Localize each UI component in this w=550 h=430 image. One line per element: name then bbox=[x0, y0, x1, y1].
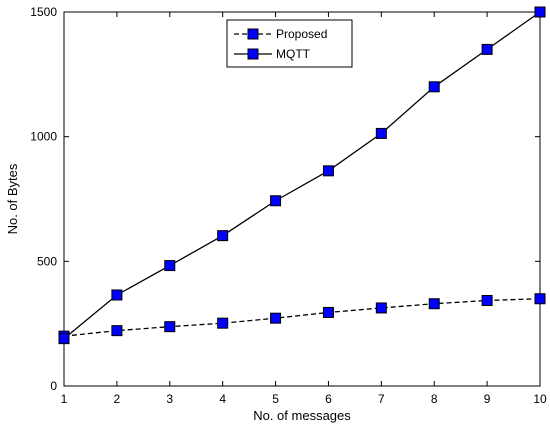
data-point-mqtt bbox=[428, 81, 440, 93]
data-point-mqtt bbox=[534, 6, 546, 18]
data-point-mqtt bbox=[164, 260, 176, 272]
legend-marker-proposed bbox=[247, 28, 259, 40]
data-point-mqtt bbox=[58, 333, 70, 345]
legend: Proposed MQTT bbox=[226, 19, 353, 68]
data-point-mqtt bbox=[481, 43, 493, 55]
data-point-proposed bbox=[322, 306, 334, 318]
x-tick-label: 4 bbox=[219, 392, 226, 406]
x-tick-label: 8 bbox=[431, 392, 438, 406]
legend-label-proposed: Proposed bbox=[276, 27, 327, 41]
data-point-mqtt bbox=[270, 195, 282, 207]
data-point-proposed bbox=[270, 312, 282, 324]
data-point-proposed bbox=[164, 321, 176, 333]
x-tick-label: 9 bbox=[484, 392, 491, 406]
data-point-proposed bbox=[428, 298, 440, 310]
data-point-proposed bbox=[111, 325, 123, 337]
y-tick-label: 0 bbox=[50, 379, 57, 393]
data-point-mqtt bbox=[111, 289, 123, 301]
legend-label-mqtt: MQTT bbox=[276, 47, 311, 61]
plot-area bbox=[63, 11, 541, 387]
y-tick-label: 1000 bbox=[30, 130, 57, 144]
y-axis-title: No. of Bytes bbox=[5, 163, 20, 234]
x-tick-label: 5 bbox=[272, 392, 279, 406]
x-tick-label: 3 bbox=[166, 392, 173, 406]
data-point-mqtt bbox=[375, 127, 387, 139]
x-tick-label: 7 bbox=[378, 392, 385, 406]
y-tick-label: 1500 bbox=[30, 5, 57, 19]
series-line-mqtt bbox=[63, 11, 541, 340]
data-point-proposed bbox=[217, 317, 229, 329]
data-point-proposed bbox=[534, 293, 546, 305]
data-point-proposed bbox=[481, 294, 493, 306]
legend-marker-mqtt bbox=[247, 48, 259, 60]
x-tick-label: 6 bbox=[325, 392, 332, 406]
data-point-proposed bbox=[375, 302, 387, 314]
x-tick-label: 1 bbox=[61, 392, 68, 406]
x-tick-label: 10 bbox=[533, 392, 547, 406]
data-point-mqtt bbox=[217, 230, 229, 242]
series-layer bbox=[58, 6, 546, 345]
x-axis-title: No. of messages bbox=[253, 408, 351, 423]
y-tick-label: 500 bbox=[37, 254, 57, 268]
data-point-mqtt bbox=[322, 165, 334, 177]
x-tick-label: 2 bbox=[114, 392, 121, 406]
